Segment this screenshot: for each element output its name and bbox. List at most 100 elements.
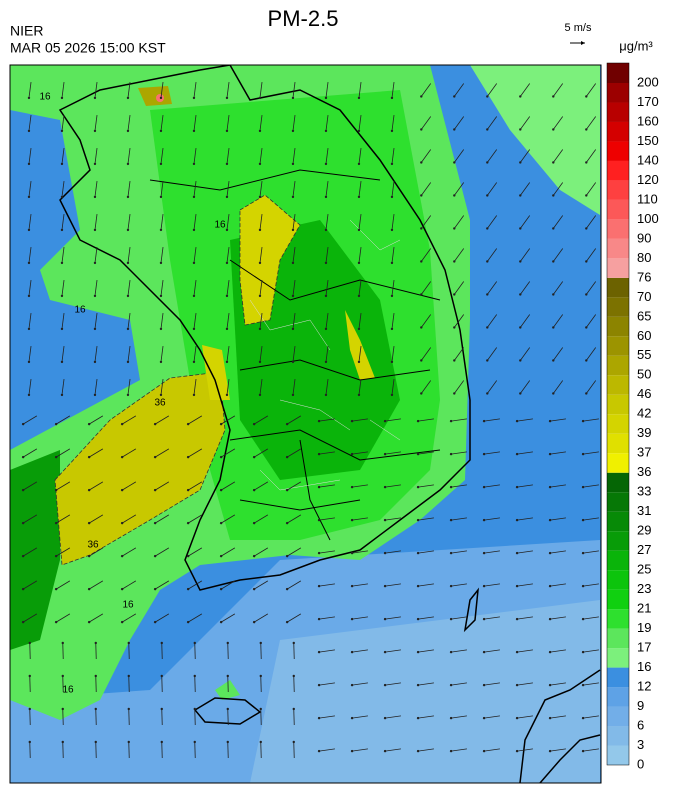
wind-arrow [154, 613, 170, 623]
wind-arrow [418, 715, 434, 719]
wind-arrow-head [357, 360, 361, 364]
colorbar-label: 25 [637, 562, 651, 577]
wind-arrow [187, 481, 203, 491]
wind-arrow-head [252, 422, 256, 426]
wind-arrow-head [225, 261, 229, 265]
wind-arrow-head [28, 707, 31, 711]
wind-arrow-head [449, 551, 453, 555]
wind-arrow-head [292, 641, 295, 645]
wind-arrow-head [416, 419, 420, 423]
wind-arrow-head [515, 749, 519, 753]
wind-arrow [385, 748, 401, 752]
wind-arrow-head [192, 195, 196, 199]
wind-arrow-head [252, 554, 256, 558]
contour-labels: 16 16 16 16 36 36 16 [39, 92, 226, 696]
colorbar-segment [607, 297, 629, 317]
wind-arrow [160, 115, 164, 131]
colorbar-label: 90 [637, 230, 651, 245]
wind-arrow [585, 314, 597, 328]
wind-arrow-head [585, 227, 588, 230]
wind-arrow-head [225, 294, 229, 298]
wind-arrow-head [449, 419, 453, 423]
wind-arrow-head [581, 650, 585, 654]
wind-arrow-head [581, 452, 585, 456]
wind-arrow [94, 148, 98, 164]
wind-arrow [292, 148, 296, 164]
colorbar-segment [607, 667, 629, 688]
wind-arrow [418, 418, 434, 422]
wind-arrow-head [317, 419, 321, 423]
wind-arrow-head [258, 228, 262, 232]
wind-arrow-head [285, 554, 289, 558]
wind-arrow [420, 215, 432, 229]
wind-arrow-head [585, 359, 588, 362]
wind-arrow [61, 379, 65, 395]
wind-arrow [319, 682, 335, 686]
wind-arrow [226, 82, 230, 98]
wind-arrow-head [453, 293, 456, 296]
wind-arrow-head [120, 554, 124, 558]
wind-arrow-head [61, 707, 64, 711]
wind-arrow-head [27, 261, 31, 265]
wind-arrow-head [552, 326, 555, 329]
wind-arrow [453, 281, 465, 295]
wind-arrow-head [193, 641, 196, 645]
wind-arrow-head [317, 485, 321, 489]
wind-arrow-head [285, 521, 289, 525]
wind-arrow-head [390, 195, 394, 199]
wind-arrow-head [350, 452, 354, 456]
wind-arrow-head [324, 195, 328, 199]
wind-arrow [583, 616, 599, 620]
wind-arrow [88, 415, 104, 425]
wind-arrow [154, 448, 170, 458]
wind-arrow-head [548, 716, 552, 720]
wind-arrow-head [54, 521, 58, 525]
wind-arrow-head [252, 521, 256, 525]
wind-arrow [121, 415, 137, 425]
wind-arrow [484, 748, 500, 752]
wind-arrow [160, 280, 164, 296]
wind-arrow-head [159, 195, 163, 199]
wind-arrow-head [357, 294, 361, 298]
wind-arrow [127, 379, 131, 395]
wind-arrow-head [126, 327, 130, 331]
wind-arrow [552, 248, 564, 262]
colorbar-label: 80 [637, 250, 651, 265]
wind-arrow-head [515, 716, 519, 720]
wind-arrow-head [486, 227, 489, 230]
wind-arrow-head [126, 129, 130, 133]
wind-arrow-head [27, 360, 31, 364]
wind-arrow-head [519, 260, 522, 263]
wind-arrow-head [94, 740, 97, 744]
wind-arrow [486, 149, 498, 163]
wind-arrow [94, 346, 98, 362]
wind-arrow-head [453, 326, 456, 329]
wind-arrow-head [350, 683, 354, 687]
wind-arrow-head [60, 261, 64, 265]
wind-arrow-head [27, 162, 31, 166]
wind-arrow-head [515, 584, 519, 588]
wind-arrow-head [585, 128, 588, 131]
wind-arrow-head [285, 422, 289, 426]
wind-arrow [127, 214, 131, 230]
wind-arrow [259, 346, 263, 362]
wind-arrow [226, 346, 230, 362]
wind-arrow [160, 148, 164, 164]
wind-arrow-head [120, 521, 124, 525]
wind-arrow [453, 215, 465, 229]
wind-arrow [226, 313, 230, 329]
wind-arrow [259, 280, 263, 296]
wind-arrow-head [548, 749, 552, 753]
wind-arrow [385, 583, 401, 587]
wind-arrow [583, 418, 599, 422]
wind-arrow-head [226, 674, 229, 678]
wind-arrow [193, 82, 197, 98]
wind-arrow-head [390, 327, 394, 331]
wind-arrow [519, 281, 531, 295]
wind-arrow-head [225, 162, 229, 166]
wind-arrow [519, 116, 531, 130]
wind-arrow-head [390, 393, 394, 397]
wind-arrow-head [324, 393, 328, 397]
colorbar-label: 70 [637, 289, 651, 304]
wind-arrow-head [60, 393, 64, 397]
